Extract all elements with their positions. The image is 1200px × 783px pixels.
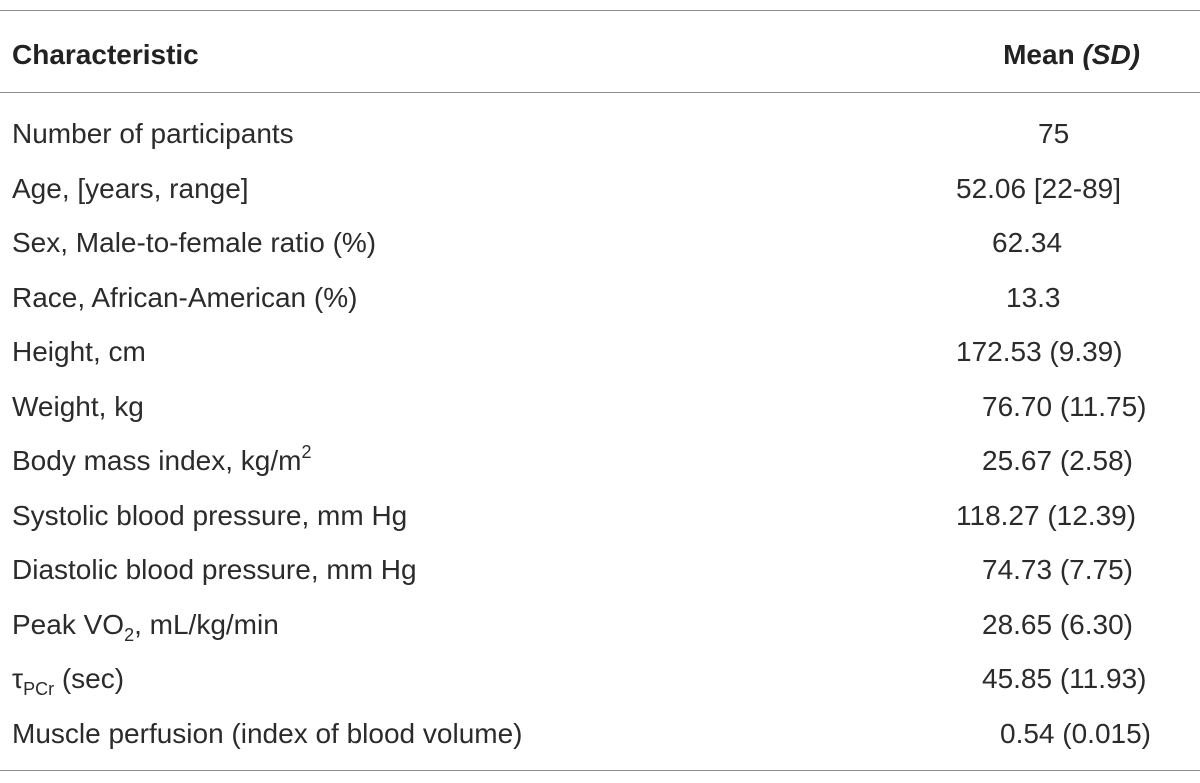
- row-label-subscript: PCr: [23, 679, 55, 699]
- row-label: Weight, kg: [12, 390, 144, 422]
- row-value: 76.70 (11.75): [982, 390, 1147, 422]
- row-label: Diastolic blood pressure, mm Hg: [12, 554, 417, 585]
- row-value: 28.65 (6.30): [982, 608, 1133, 640]
- row-label: Peak VO2, mL/kg/min: [12, 608, 279, 644]
- table-row: Body mass index, kg/m2 25.67 (2.58): [0, 433, 1200, 488]
- row-label: Sex, Male-to-female ratio (%): [12, 227, 377, 258]
- table-row: Muscle perfusion (index of blood volume)…: [0, 706, 1200, 761]
- row-value: 25.67 (2.58): [982, 445, 1133, 476]
- header-mean-sd: Mean (SD): [1003, 39, 1140, 71]
- row-label-suffix: (sec): [54, 663, 125, 694]
- table-row: Diastolic blood pressure, mm Hg 74.73 (7…: [0, 542, 1200, 597]
- row-label: Height, cm: [12, 336, 146, 367]
- row-value: 0.54 (0.015): [1000, 717, 1151, 749]
- row-label-superscript: 2: [301, 442, 312, 462]
- table-row: Age, [years, range] 52.06 [22-89]: [0, 161, 1200, 216]
- header-mean: Mean: [1003, 39, 1075, 70]
- row-label: Race, African-American (%): [12, 281, 358, 313]
- table-row: Number of participants 75: [0, 106, 1200, 161]
- row-value: 75: [1038, 118, 1070, 149]
- row-value: 45.85 (11.93): [982, 663, 1147, 694]
- row-value: 52.06 [22-89]: [956, 172, 1122, 204]
- table-row: τPCr (sec) 45.85 (11.93): [0, 651, 1200, 706]
- row-label-subscript: 2: [124, 624, 135, 645]
- row-label: Muscle perfusion (index of blood volume): [12, 717, 523, 749]
- row-label: Number of participants: [12, 118, 294, 149]
- row-value: 118.27 (12.39): [956, 499, 1137, 531]
- table-header-rule: [0, 92, 1200, 93]
- tau-symbol: τ: [12, 663, 24, 694]
- table-top-rule: [0, 10, 1200, 11]
- row-value: 172.53 (9.39): [956, 336, 1123, 367]
- row-label: Systolic blood pressure, mm Hg: [12, 499, 408, 531]
- table-row: Weight, kg 76.70 (11.75): [0, 379, 1200, 434]
- row-label: Age, [years, range]: [12, 172, 249, 204]
- table-row: Systolic blood pressure, mm Hg 118.27 (1…: [0, 488, 1200, 543]
- table-body: Number of participants 75 Age, [years, r…: [0, 106, 1200, 760]
- table-row: Race, African-American (%) 13.3: [0, 270, 1200, 325]
- row-label-text: Peak VO: [12, 608, 125, 640]
- row-label: τPCr (sec): [12, 663, 125, 698]
- row-label: Body mass index, kg/m2: [12, 442, 312, 477]
- row-value: 13.3: [1006, 281, 1061, 313]
- table-header-row: Characteristic Mean (SD): [0, 10, 1200, 92]
- row-label-suffix: , mL/kg/min: [134, 608, 279, 640]
- row-value: 74.73 (7.75): [982, 554, 1133, 585]
- table-row: Sex, Male-to-female ratio (%) 62.34: [0, 215, 1200, 270]
- table-row: Height, cm 172.53 (9.39): [0, 324, 1200, 379]
- row-label-text: Body mass index, kg/m: [12, 445, 302, 476]
- table-bottom-rule: [0, 770, 1200, 771]
- header-sd: (SD): [1082, 39, 1140, 70]
- table-row: Peak VO2, mL/kg/min 28.65 (6.30): [0, 597, 1200, 652]
- row-value: 62.34: [992, 227, 1063, 258]
- header-characteristic: Characteristic: [12, 39, 199, 70]
